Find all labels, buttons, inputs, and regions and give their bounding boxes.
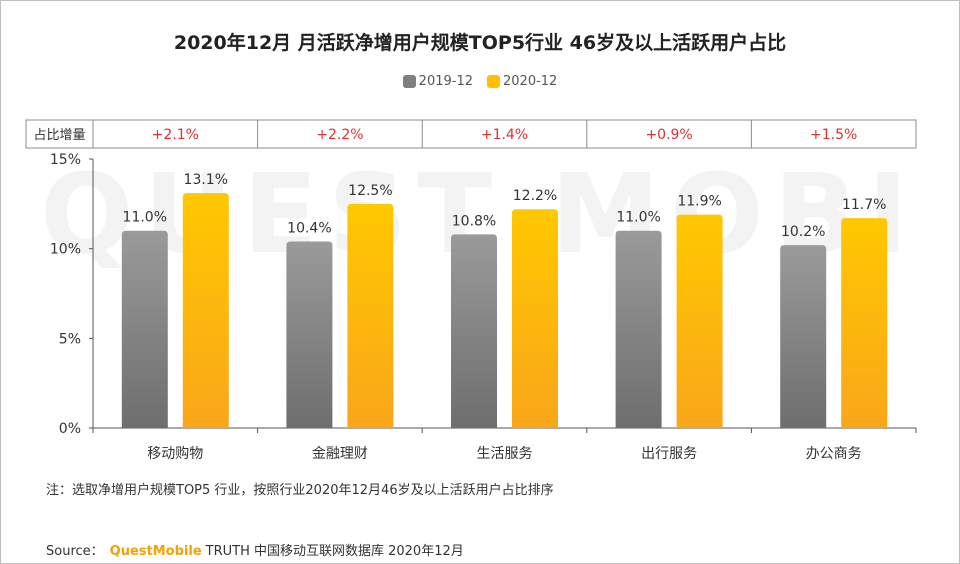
increase-value-5: +1.5% [810, 127, 857, 143]
bar-2020-12-移动购物 [182, 193, 229, 428]
x-category-label: 办公商务 [806, 446, 862, 462]
bar-2019-12-办公商务 [780, 245, 827, 428]
bar-2020-12-出行服务 [676, 214, 723, 428]
data-label-2019-12: 11.0% [616, 210, 660, 226]
increase-value-3: +1.4% [481, 127, 528, 143]
bar-2019-12-移动购物 [121, 230, 168, 428]
x-category-label: 移动购物 [147, 446, 203, 462]
bar-2019-12-金融理财 [286, 241, 333, 428]
increase-value-1: +2.1% [152, 127, 199, 143]
x-category-label: 金融理财 [312, 446, 368, 462]
legend-swatch-2020 [487, 75, 500, 88]
y-tick-label: 15% [50, 152, 81, 168]
data-label-2020-12: 13.1% [184, 172, 228, 188]
bar-2019-12-出行服务 [615, 230, 662, 428]
source-rest: TRUTH 中国移动互联网数据库 2020年12月 [205, 544, 464, 559]
bar-2019-12-生活服务 [451, 234, 497, 428]
legend-item-2019: 2019-12 [402, 74, 473, 89]
increase-value-4: +0.9% [645, 127, 692, 143]
data-label-2019-12: 10.8% [452, 213, 496, 229]
footnote: 注：选取净增用户规模TOP5 行业，按照行业2020年12月46岁及以上活跃用户… [46, 483, 554, 498]
chart-title: 2020年12月 月活跃净增用户规模TOP5行业 46岁及以上活跃用户占比 [173, 32, 787, 54]
x-category-label: 出行服务 [641, 446, 697, 462]
chart-legend: 2019-12 2020-12 [0, 74, 960, 89]
bar-2020-12-金融理财 [347, 203, 394, 428]
legend-item-2020: 2020-12 [487, 74, 557, 89]
increase-table-border [25, 119, 917, 149]
data-label-2020-12: 12.5% [348, 183, 392, 199]
bar-2020-12-办公商务 [841, 218, 888, 428]
increase-value-2: +2.2% [316, 127, 363, 143]
legend-swatch-2019 [402, 75, 416, 88]
bar-2020-12-生活服务 [512, 209, 558, 428]
x-category-label: 生活服务 [477, 446, 533, 462]
y-tick-label: 10% [50, 242, 81, 258]
source-line: Source： QuestMobile TRUTH 中国移动互联网数据库 202… [46, 540, 464, 559]
legend-label-2020: 2020-12 [503, 74, 558, 89]
data-label-2019-12: 10.2% [781, 224, 825, 240]
y-tick-label: 5% [59, 331, 81, 347]
bar-chart: 占比增量 +2.1% +2.2% +1.4% +0.9% +1.5% 0% 5% 10% 15% 1… [25, 119, 917, 462]
source-brand: QuestMobile [109, 544, 202, 559]
data-label-2019-12: 11.0% [123, 210, 167, 226]
data-label-2020-12: 11.9% [677, 194, 721, 210]
increase-table-header: 占比增量 [33, 128, 85, 143]
data-label-2020-12: 12.2% [513, 188, 557, 204]
data-label-2020-12: 11.7% [842, 197, 886, 213]
y-tick-label: 0% [59, 421, 81, 437]
source-prefix: Source： [46, 544, 104, 559]
data-label-2019-12: 10.4% [287, 220, 331, 236]
legend-label-2019: 2019-12 [418, 74, 473, 89]
